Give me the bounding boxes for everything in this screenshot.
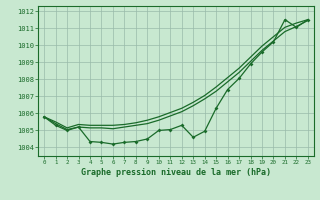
X-axis label: Graphe pression niveau de la mer (hPa): Graphe pression niveau de la mer (hPa) (81, 168, 271, 177)
